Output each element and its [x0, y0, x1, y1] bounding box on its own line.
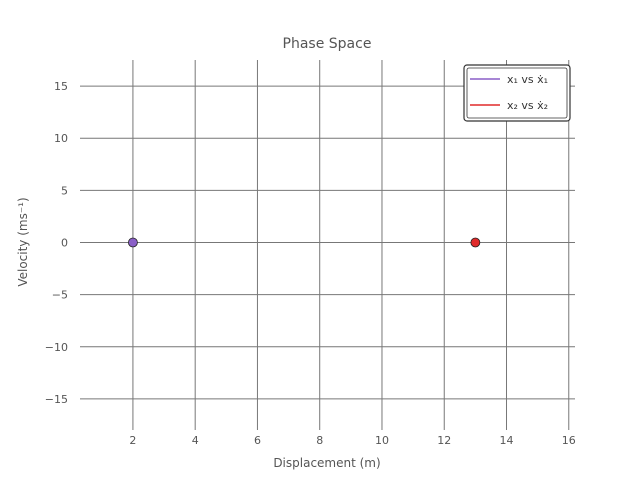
legend-label-series-2: x₂ vs ẋ₂ [507, 99, 548, 112]
x-tick-label: 6 [254, 434, 261, 447]
legend-inner-frame [466, 67, 568, 119]
x-tick-label: 4 [192, 434, 199, 447]
x-tick-label: 14 [500, 434, 514, 447]
y-tick-label: −15 [45, 393, 68, 406]
y-axis-label: Velocity (ms⁻¹) [16, 197, 30, 286]
x-tick-label: 2 [129, 434, 136, 447]
legend-label-series-1: x₁ vs ẋ₁ [507, 73, 548, 86]
y-tick-label: 0 [61, 237, 68, 250]
data-point-series-1 [128, 237, 138, 248]
x-tick-label: 8 [316, 434, 323, 447]
tick-labels: 2 4 6 8 10 12 14 16 15 10 5 0 −5 −10 −15 [45, 80, 576, 447]
x-tick-label: 16 [562, 434, 576, 447]
data-point-series-2 [470, 237, 481, 248]
data-points [128, 237, 481, 248]
chart-title: Phase Space [283, 36, 372, 52]
legend: x₁ vs ẋ₁ x₂ vs ẋ₂ [463, 64, 571, 122]
x-tick-label: 10 [375, 434, 389, 447]
x-tick-label: 12 [437, 434, 451, 447]
y-tick-label: 10 [54, 132, 68, 145]
x-axis-label: Displacement (m) [273, 456, 380, 470]
grid-lines [80, 60, 575, 430]
y-tick-label: 15 [54, 80, 68, 93]
y-tick-label: 5 [61, 184, 68, 197]
y-tick-label: −5 [52, 289, 68, 302]
y-tick-label: −10 [45, 341, 68, 354]
